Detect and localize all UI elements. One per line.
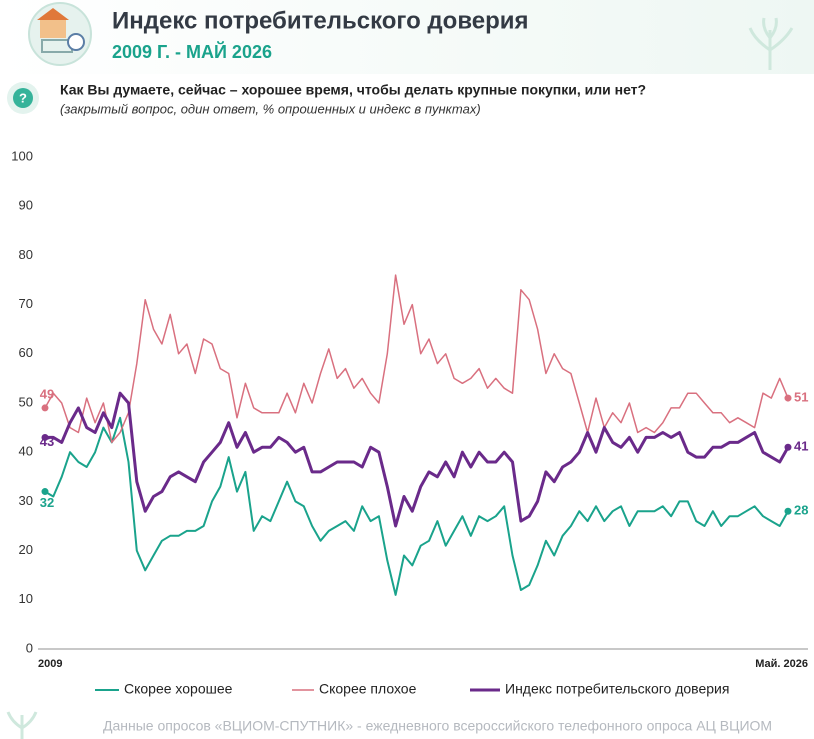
- y-tick-label: 60: [19, 345, 33, 360]
- question-icon: ?: [7, 82, 39, 114]
- header-logo: [28, 2, 92, 66]
- data-label: 28: [794, 503, 808, 518]
- end-point: [784, 443, 792, 451]
- x-tick-label: 2009: [38, 658, 62, 670]
- data-label: 41: [794, 439, 808, 454]
- note: (закрытый вопрос, один ответ, % опрошенн…: [60, 101, 481, 116]
- end-point: [41, 404, 49, 412]
- data-label: 43: [40, 434, 54, 449]
- legend-label: Скорее хорошее: [124, 681, 233, 697]
- y-tick-label: 20: [19, 542, 33, 557]
- end-point: [41, 433, 49, 441]
- y-tick-label: 40: [19, 444, 33, 459]
- data-label: 51: [794, 390, 808, 405]
- question: Как Вы думаете, сейчас – хорошее время, …: [60, 82, 646, 98]
- chart-title: Индекс потребительского доверия: [112, 7, 529, 34]
- y-tick-label: 50: [19, 394, 33, 409]
- end-point: [784, 507, 792, 515]
- end-point: [784, 394, 792, 402]
- series-line: [43, 391, 790, 528]
- y-tick-label: 70: [19, 296, 33, 311]
- y-tick-label: 100: [11, 148, 33, 163]
- legend-label: Скорее плохое: [319, 681, 417, 697]
- y-tick-label: 90: [19, 198, 33, 213]
- y-tick-label: 0: [26, 640, 33, 655]
- series-line: [44, 274, 789, 444]
- chart-subtitle: 2009 Г. - МАЙ 2026: [112, 41, 272, 62]
- legend-label: Индекс потребительского доверия: [505, 681, 729, 697]
- data-label: 32: [40, 495, 54, 510]
- source: Данные опросов «ВЦИОМ-СПУТНИК» - ежеднев…: [103, 718, 772, 734]
- x-tick-label: Май. 2026: [755, 658, 808, 670]
- header-band: [0, 0, 814, 74]
- data-label: 49: [40, 386, 54, 401]
- end-point: [41, 488, 49, 496]
- y-tick-label: 10: [19, 591, 33, 606]
- leaf-decoration: [748, 17, 794, 70]
- source-logo: [6, 711, 38, 739]
- y-tick-label: 80: [19, 247, 33, 262]
- y-tick-label: 30: [19, 493, 33, 508]
- svg-text:?: ?: [19, 90, 27, 105]
- series-line: [44, 416, 789, 596]
